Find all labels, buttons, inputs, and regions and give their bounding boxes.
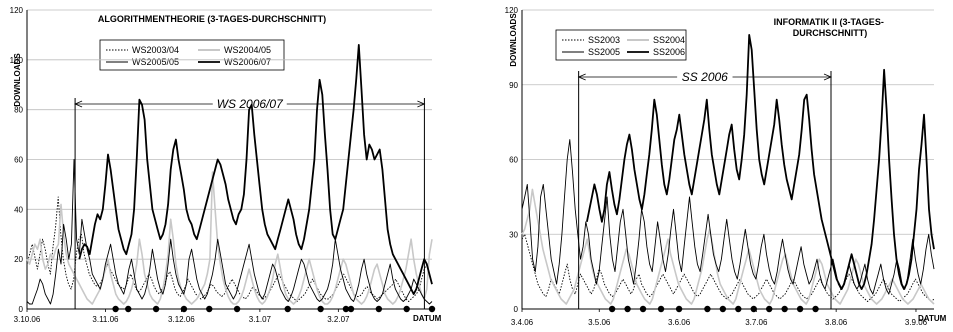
lecture-marker [317, 305, 324, 313]
legend-label: SS2004 [653, 35, 685, 45]
chart-algorithmentheorie: ALGORITHMENTHEORIE (3-TAGES-DURCHSCHNITT… [10, 6, 442, 324]
x-axis-label: DATUM [413, 314, 442, 323]
annotation-arrowhead-left [74, 100, 83, 108]
series-line-ws2003-04 [26, 196, 433, 302]
lecture-marker [403, 305, 410, 313]
x-tick-label: 3.11.06 [92, 315, 119, 324]
y-tick-label: 120 [10, 6, 24, 15]
legend-label: SS2005 [588, 47, 620, 57]
y-tick-label: 60 [14, 156, 23, 165]
lecture-marker [812, 305, 819, 313]
lecture-marker [719, 305, 727, 313]
chart-title: INFORMATIK II (3-TAGES- DURCHSCHNITT) [774, 17, 887, 38]
y-axis-label: DOWNLOADS [13, 53, 22, 107]
lecture-marker [750, 305, 757, 313]
y-tick-label: 90 [509, 81, 518, 90]
series-line-ws2004-05 [26, 171, 433, 305]
y-tick-label: 20 [14, 255, 23, 264]
lecture-marker [347, 305, 355, 313]
annotation-arrowhead-left [577, 73, 586, 81]
lecture-marker [342, 305, 350, 313]
x-axis-label: DATUM [918, 314, 947, 323]
legend-box [99, 39, 285, 71]
legend-box [555, 29, 687, 61]
x-tick-label: 3.9.06 [905, 318, 928, 327]
legend: SS2003 SS2004 SS2005 SS2006 [555, 29, 687, 61]
y-tick-label: 120 [505, 6, 519, 15]
lecture-marker [375, 305, 383, 313]
legend-label: WS2004/05 [224, 45, 271, 55]
lecture-marker [206, 305, 213, 313]
series-line-ws2005-05 [26, 159, 433, 305]
y-tick-label: 80 [14, 106, 23, 115]
lecture-marker [180, 305, 188, 313]
x-tick-label: 3.1.07 [249, 315, 272, 324]
lecture-marker [284, 305, 291, 313]
annotation-arrowhead-right [823, 73, 833, 81]
y-tick-label: 40 [14, 205, 23, 214]
y-tick-label: 100 [10, 56, 24, 65]
y-tick-label: 30 [509, 230, 518, 239]
legend-label: WS2005/05 [132, 57, 179, 67]
y-tick-label: 0 [19, 305, 24, 314]
annotation-arrowhead-right [417, 100, 426, 108]
lecture-marker [675, 305, 683, 313]
legend: WS2003/04 WS2004/05 WS2005/05 WS2006/07 [99, 39, 285, 71]
lecture-marker [796, 305, 804, 313]
lecture-marker [766, 305, 773, 313]
x-tick-label: 3.4.06 [511, 318, 534, 327]
legend-label: WS2003/04 [132, 45, 179, 55]
y-tick-label: 0 [514, 305, 519, 314]
y-tick-label: 60 [509, 156, 518, 165]
chart-title: ALGORITHMENTHEORIE (3-TAGES-DURCHSCHNITT… [98, 14, 326, 24]
lecture-marker [152, 305, 160, 313]
lecture-marker [125, 305, 132, 313]
legend-label: SS2006 [653, 47, 685, 57]
annotation-label: SS 2006 [682, 70, 728, 84]
lecture-marker [704, 305, 711, 313]
lecture-marker [735, 305, 742, 313]
lecture-marker [112, 305, 119, 313]
lecture-marker [428, 305, 436, 313]
x-tick-label: 3.6.06 [668, 318, 691, 327]
lecture-marker [781, 305, 788, 313]
series-line-ws2006-07 [78, 44, 433, 295]
x-tick-label: 3.2.07 [327, 315, 350, 324]
lecture-marker [657, 305, 665, 313]
x-tick-label: 3.7.06 [745, 318, 768, 327]
lecture-marker [608, 305, 616, 313]
lecture-marker [639, 305, 647, 313]
x-tick-label: 3.5.06 [588, 318, 611, 327]
series-line-ss2004 [521, 188, 935, 305]
legend-label: SS2003 [588, 35, 620, 45]
y-axis-label: DOWNLOADS [509, 13, 518, 67]
x-tick-label: 3.12.06 [168, 315, 195, 324]
x-tick-label: 3.10.06 [14, 315, 41, 324]
series-line-ss2006 [586, 34, 935, 290]
legend-label: WS2006/07 [224, 57, 271, 67]
chart-informatik-ii: INFORMATIK II (3-TAGES- DURCHSCHNITT) DO… [505, 6, 947, 327]
annotation-label: WS 2006/07 [217, 97, 284, 111]
lecture-marker [233, 305, 241, 313]
series-line-ss2005 [521, 139, 935, 295]
lecture-marker [624, 305, 631, 313]
x-tick-label: 3.8.06 [825, 318, 848, 327]
